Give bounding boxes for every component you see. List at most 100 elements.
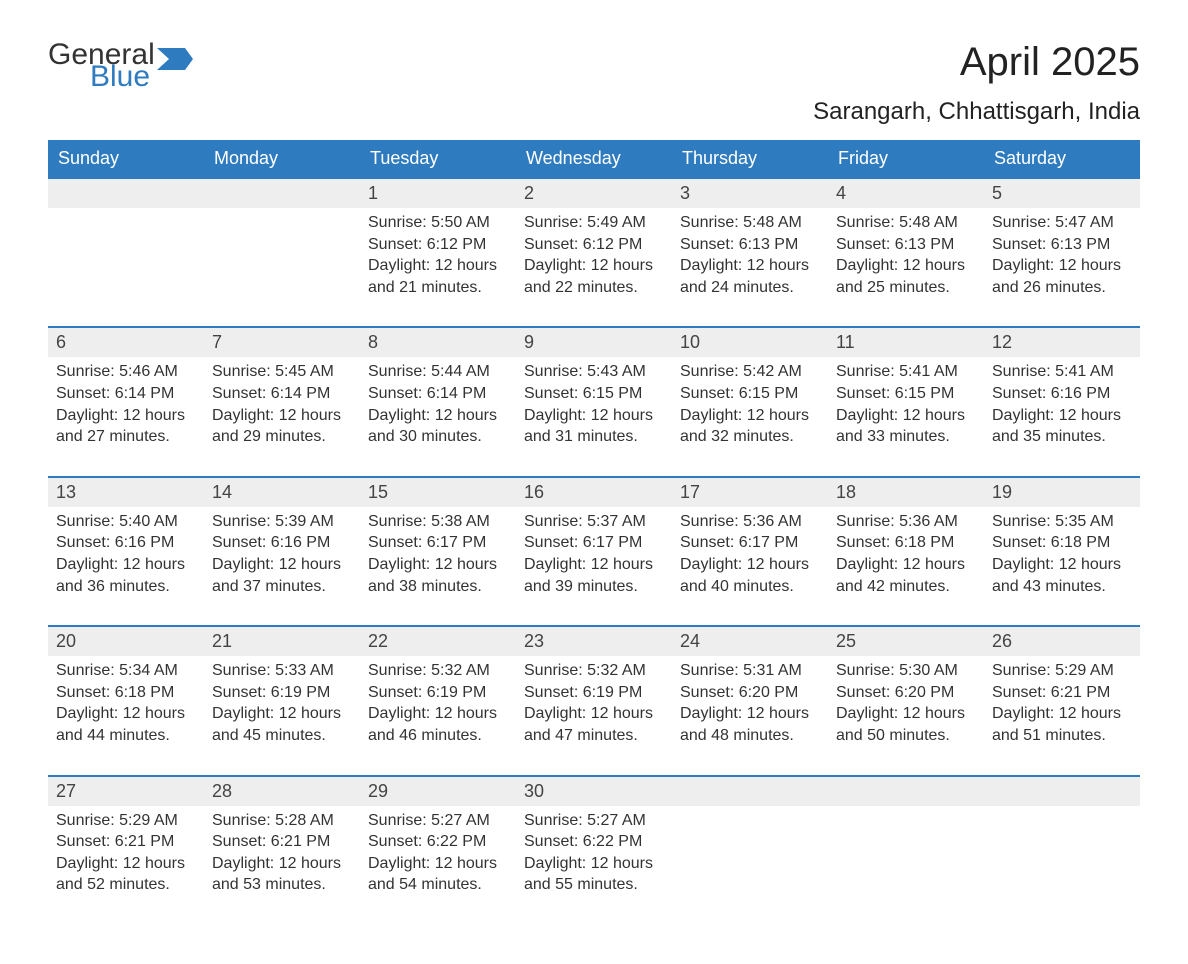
day-number: 30 <box>516 777 672 806</box>
day-body: Sunrise: 5:34 AMSunset: 6:18 PMDaylight:… <box>48 656 204 774</box>
sunset-line: Sunset: 6:18 PM <box>56 682 196 704</box>
day-body: Sunrise: 5:40 AMSunset: 6:16 PMDaylight:… <box>48 507 204 625</box>
day-body: Sunrise: 5:48 AMSunset: 6:13 PMDaylight:… <box>672 208 828 326</box>
sunrise-line: Sunrise: 5:48 AM <box>836 212 976 234</box>
daylight-line: Daylight: 12 hours and 46 minutes. <box>368 703 508 746</box>
weekday-header: Monday <box>204 140 360 177</box>
calendar-week: 20212223242526Sunrise: 5:34 AMSunset: 6:… <box>48 625 1140 774</box>
day-body: Sunrise: 5:50 AMSunset: 6:12 PMDaylight:… <box>360 208 516 326</box>
day-number: 3 <box>672 179 828 208</box>
day-number: 11 <box>828 328 984 357</box>
sunrise-line: Sunrise: 5:27 AM <box>524 810 664 832</box>
sunrise-line: Sunrise: 5:50 AM <box>368 212 508 234</box>
day-number: 5 <box>984 179 1140 208</box>
daylight-line: Daylight: 12 hours and 37 minutes. <box>212 554 352 597</box>
sunset-line: Sunset: 6:22 PM <box>524 831 664 853</box>
day-number: 4 <box>828 179 984 208</box>
sunrise-line: Sunrise: 5:28 AM <box>212 810 352 832</box>
day-number: 29 <box>360 777 516 806</box>
daynum-row: 20212223242526 <box>48 627 1140 656</box>
daylight-line: Daylight: 12 hours and 24 minutes. <box>680 255 820 298</box>
daylight-line: Daylight: 12 hours and 53 minutes. <box>212 853 352 896</box>
sunrise-line: Sunrise: 5:39 AM <box>212 511 352 533</box>
day-body: Sunrise: 5:36 AMSunset: 6:18 PMDaylight:… <box>828 507 984 625</box>
day-body: Sunrise: 5:49 AMSunset: 6:12 PMDaylight:… <box>516 208 672 326</box>
daylight-line: Daylight: 12 hours and 26 minutes. <box>992 255 1132 298</box>
day-number: 6 <box>48 328 204 357</box>
day-number <box>48 179 204 208</box>
daybody-row: Sunrise: 5:34 AMSunset: 6:18 PM Daylight:… <box>48 656 1140 774</box>
sunset-line: Sunset: 6:15 PM <box>680 383 820 405</box>
sunset-line: Sunset: 6:14 PM <box>368 383 508 405</box>
daybody-row: Sunrise: 5:29 AMSunset: 6:21 PMDaylight:… <box>48 806 1140 924</box>
day-body: Sunrise: 5:27 AMSunset: 6:22 PMDaylight:… <box>360 806 516 924</box>
weekday-header: Wednesday <box>516 140 672 177</box>
logo-flag-icon <box>157 48 193 70</box>
daylight-line: Daylight: 12 hours and 54 minutes. <box>368 853 508 896</box>
day-body: Sunrise: 5:41 AMSunset: 6:16 PMDaylight:… <box>984 357 1140 475</box>
daylight-line: Daylight: 12 hours and 52 minutes. <box>56 853 196 896</box>
sunset-line: Sunset: 6:21 PM <box>56 831 196 853</box>
day-body: Sunrise: 5:30 AMSunset: 6:20 PMDaylight:… <box>828 656 984 774</box>
sunset-line: Sunset: 6:17 PM <box>524 532 664 554</box>
day-body: Sunrise: 5:43 AMSunset: 6:15 PMDaylight:… <box>516 357 672 475</box>
day-number: 12 <box>984 328 1140 357</box>
day-number: 13 <box>48 478 204 507</box>
sunrise-line: Sunrise: 5:35 AM <box>992 511 1132 533</box>
day-body <box>48 208 204 326</box>
weekday-header: Sunday <box>48 140 204 177</box>
sunrise-line: Sunrise: 5:38 AM <box>368 511 508 533</box>
sunrise-line: Sunrise: 5:36 AM <box>836 511 976 533</box>
daylight-line: Daylight: 12 hours and 22 minutes. <box>524 255 664 298</box>
day-number <box>828 777 984 806</box>
day-number: 27 <box>48 777 204 806</box>
sunrise-line: Sunrise: 5:34 AM <box>56 660 196 682</box>
day-body: Sunrise: 5:28 AMSunset: 6:21 PMDaylight:… <box>204 806 360 924</box>
day-number: 25 <box>828 627 984 656</box>
day-body: Sunrise: 5:41 AMSunset: 6:15 PMDaylight:… <box>828 357 984 475</box>
sunset-line: Sunset: 6:20 PM <box>680 682 820 704</box>
sunrise-line: Sunrise: 5:48 AM <box>680 212 820 234</box>
sunset-line: Sunset: 6:21 PM <box>992 682 1132 704</box>
sunrise-line: Sunrise: 5:40 AM <box>56 511 196 533</box>
weekday-header: Tuesday <box>360 140 516 177</box>
day-body: Sunrise: 5:42 AMSunset: 6:15 PMDaylight:… <box>672 357 828 475</box>
sunset-line: Sunset: 6:13 PM <box>992 234 1132 256</box>
day-body: Sunrise: 5:39 AMSunset: 6:16 PMDaylight:… <box>204 507 360 625</box>
sunrise-line: Sunrise: 5:49 AM <box>524 212 664 234</box>
sunset-line: Sunset: 6:16 PM <box>56 532 196 554</box>
page-title: April 2025 <box>960 40 1140 85</box>
sunset-line: Sunset: 6:14 PM <box>212 383 352 405</box>
sunrise-line: Sunrise: 5:37 AM <box>524 511 664 533</box>
daylight-line: Daylight: 12 hours and 43 minutes. <box>992 554 1132 597</box>
day-number: 14 <box>204 478 360 507</box>
day-body: Sunrise: 5:27 AMSunset: 6:22 PMDaylight:… <box>516 806 672 924</box>
day-number: 23 <box>516 627 672 656</box>
daylight-line: Daylight: 12 hours and 42 minutes. <box>836 554 976 597</box>
day-number: 16 <box>516 478 672 507</box>
day-number <box>984 777 1140 806</box>
sunset-line: Sunset: 6:13 PM <box>680 234 820 256</box>
day-number: 17 <box>672 478 828 507</box>
daylight-line: Daylight: 12 hours and 47 minutes. <box>524 703 664 746</box>
daylight-line: Daylight: 12 hours and 31 minutes. <box>524 405 664 448</box>
daylight-line: Daylight: 12 hours and 39 minutes. <box>524 554 664 597</box>
daynum-row: 13141516171819 <box>48 478 1140 507</box>
weekday-header: Friday <box>828 140 984 177</box>
day-number: 22 <box>360 627 516 656</box>
sunset-line: Sunset: 6:18 PM <box>836 532 976 554</box>
sunset-line: Sunset: 6:14 PM <box>56 383 196 405</box>
sunrise-line: Sunrise: 5:29 AM <box>56 810 196 832</box>
day-body: Sunrise: 5:46 AMSunset: 6:14 PMDaylight:… <box>48 357 204 475</box>
sunset-line: Sunset: 6:15 PM <box>524 383 664 405</box>
daylight-line: Daylight: 12 hours and 25 minutes. <box>836 255 976 298</box>
sunset-line: Sunset: 6:20 PM <box>836 682 976 704</box>
sunrise-line: Sunrise: 5:46 AM <box>56 361 196 383</box>
day-number: 8 <box>360 328 516 357</box>
day-body: Sunrise: 5:36 AMSunset: 6:17 PMDaylight:… <box>672 507 828 625</box>
day-number: 7 <box>204 328 360 357</box>
calendar-header-row: SundayMondayTuesdayWednesdayThursdayFrid… <box>48 140 1140 177</box>
daybody-row: Sunrise: 5:40 AMSunset: 6:16 PM Daylight:… <box>48 507 1140 625</box>
day-body: Sunrise: 5:44 AMSunset: 6:14 PMDaylight:… <box>360 357 516 475</box>
daylight-line: Daylight: 12 hours and 55 minutes. <box>524 853 664 896</box>
